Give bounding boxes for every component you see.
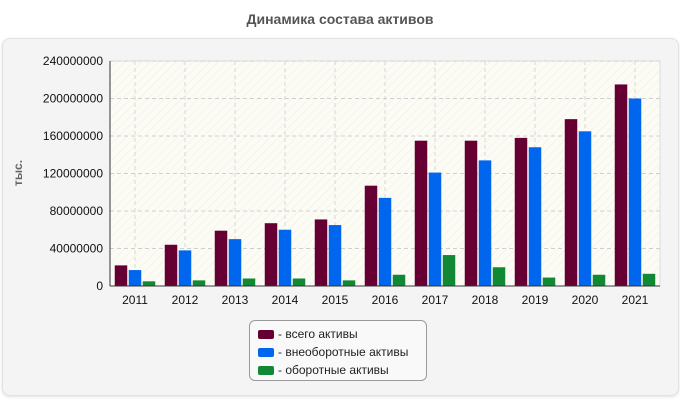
y-tick-label: 160000000 xyxy=(43,129,103,143)
y-tick-label: 240000000 xyxy=(43,54,103,68)
y-axis-label: тыс. xyxy=(11,160,25,186)
bar-current-2011 xyxy=(142,281,156,286)
y-tick-label: 80000000 xyxy=(50,204,104,218)
x-tick-label: 2015 xyxy=(322,293,349,307)
legend-item-current: - оборотные активы xyxy=(258,361,426,379)
x-tick-label: 2011 xyxy=(122,293,148,307)
bar-total-2020 xyxy=(564,119,578,287)
legend-swatch-total xyxy=(258,329,274,339)
legend-label-total: - всего активы xyxy=(278,327,358,341)
legend-label-noncurrent: - внеоборотные активы xyxy=(278,345,409,359)
bar-total-2013 xyxy=(214,230,228,286)
x-tick-label: 2014 xyxy=(272,293,299,307)
bar-total-2021 xyxy=(614,84,628,286)
bar-current-2014 xyxy=(292,278,306,286)
x-tick-label: 2018 xyxy=(472,293,499,307)
bar-total-2012 xyxy=(164,244,178,286)
legend-label-current: - оборотные активы xyxy=(278,363,389,377)
bar-current-2013 xyxy=(242,278,256,286)
bar-total-2017 xyxy=(414,140,428,286)
bar-noncurrent-2015 xyxy=(328,225,342,286)
x-tick-label: 2012 xyxy=(172,293,199,307)
x-tick-label: 2017 xyxy=(422,293,449,307)
bar-noncurrent-2019 xyxy=(528,147,542,286)
bar-total-2011 xyxy=(114,265,128,287)
legend-item-noncurrent: - внеоборотные активы xyxy=(258,343,426,361)
bar-current-2012 xyxy=(192,280,206,287)
legend-swatch-noncurrent xyxy=(258,347,274,357)
bar-total-2014 xyxy=(264,223,278,286)
chart-title: Динамика состава активов xyxy=(246,11,434,27)
bar-noncurrent-2020 xyxy=(578,131,592,286)
bar-noncurrent-2012 xyxy=(178,250,192,287)
x-tick-label: 2016 xyxy=(372,293,399,307)
bar-current-2018 xyxy=(492,267,506,286)
x-tick-label: 2020 xyxy=(572,293,599,307)
y-tick-label: 200000000 xyxy=(43,92,103,106)
bar-noncurrent-2016 xyxy=(378,197,392,287)
bar-noncurrent-2013 xyxy=(228,239,242,287)
y-tick-label: 120000000 xyxy=(43,167,103,181)
bar-current-2021 xyxy=(642,273,656,286)
bar-noncurrent-2011 xyxy=(128,270,142,286)
bar-current-2016 xyxy=(392,274,406,286)
bar-current-2015 xyxy=(342,280,356,287)
y-tick-label: 0 xyxy=(96,279,103,293)
bar-total-2018 xyxy=(464,140,478,286)
bar-current-2020 xyxy=(592,274,606,286)
bar-noncurrent-2018 xyxy=(478,160,492,287)
legend-item-total: - всего активы xyxy=(258,325,426,343)
bar-total-2016 xyxy=(364,185,378,286)
x-tick-label: 2019 xyxy=(522,293,549,307)
bar-noncurrent-2017 xyxy=(428,172,442,286)
bar-total-2019 xyxy=(514,137,528,287)
bar-noncurrent-2014 xyxy=(278,229,292,286)
bar-noncurrent-2021 xyxy=(628,98,642,286)
bar-current-2019 xyxy=(542,277,556,286)
y-tick-label: 40000000 xyxy=(50,242,104,256)
x-tick-label: 2021 xyxy=(622,293,649,307)
legend: - всего активы - внеоборотные активы - о… xyxy=(249,320,427,381)
bar-current-2017 xyxy=(442,255,456,286)
x-tick-label: 2013 xyxy=(222,293,249,307)
legend-swatch-current xyxy=(258,365,274,375)
bar-total-2015 xyxy=(314,219,328,286)
